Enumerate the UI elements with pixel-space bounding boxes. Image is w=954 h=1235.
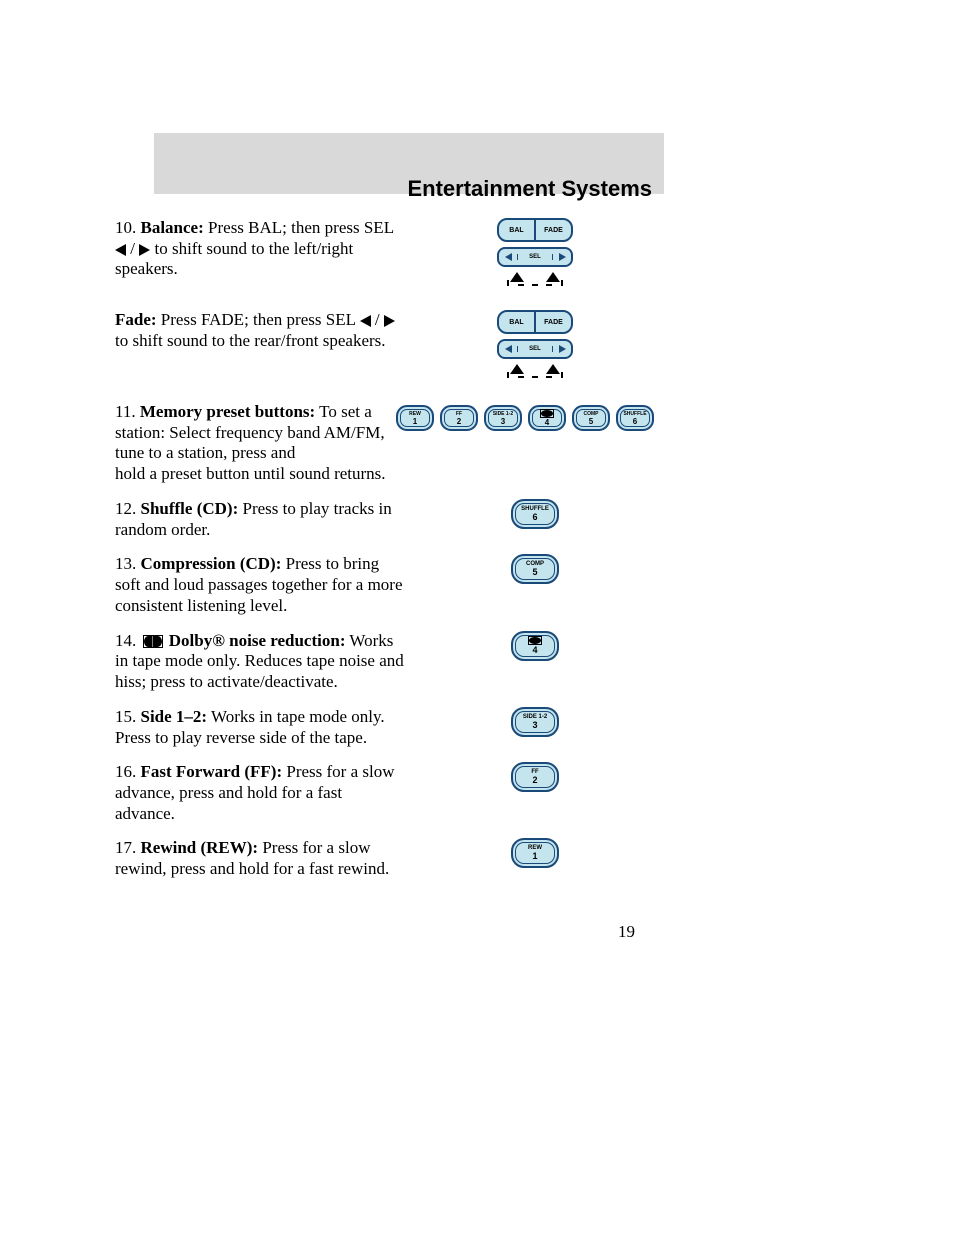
item-memory-preset: 11. Memory preset buttons: To set a stat… bbox=[115, 402, 665, 464]
preset-num: 3 bbox=[501, 417, 505, 426]
item-text: / bbox=[126, 239, 139, 258]
item-ff: 16. Fast Forward (FF): Press for a slow … bbox=[115, 762, 665, 824]
bal-half: BAL bbox=[499, 220, 536, 240]
preset-btn-2: FF2 bbox=[440, 405, 478, 431]
fade-half: FADE bbox=[536, 220, 571, 240]
item-label: Memory preset buttons: bbox=[140, 402, 315, 421]
item-fade-text: Fade: Press FADE; then press SEL / to sh… bbox=[115, 310, 405, 351]
preset-btn-1: REW1 bbox=[396, 405, 434, 431]
preset-btn-6: SHUFFLE6 bbox=[616, 405, 654, 431]
item-text: to shift sound to the rear/front speaker… bbox=[115, 331, 386, 350]
item-label: Fast Forward (FF): bbox=[141, 762, 283, 781]
sel-right-icon bbox=[559, 253, 566, 261]
item-text: hold a preset button until sound returns… bbox=[115, 464, 665, 485]
preset-buttons-row: REW1 FF2 SIDE 1-23 4 COMP5 SHUFFLE6 bbox=[396, 405, 654, 431]
item-side12-text: 15. Side 1–2: Works in tape mode only. P… bbox=[115, 707, 405, 748]
item-text: to shift sound to the left/right speaker… bbox=[115, 239, 353, 279]
rew-button: REW1 bbox=[511, 838, 559, 868]
left-arrow-icon bbox=[360, 315, 371, 327]
btn-num: 3 bbox=[532, 720, 537, 730]
up-arrow-icon bbox=[546, 272, 560, 282]
right-arrow-icon bbox=[139, 244, 150, 256]
dolby-icon bbox=[143, 635, 163, 648]
item-label: Rewind (REW): bbox=[141, 838, 259, 857]
preset-num: 1 bbox=[413, 417, 417, 426]
item-side12: 15. Side 1–2: Works in tape mode only. P… bbox=[115, 707, 665, 748]
ff-button: FF2 bbox=[511, 762, 559, 792]
shuffle-button: SHUFFLE6 bbox=[511, 499, 559, 529]
item-number: 10. bbox=[115, 218, 141, 237]
sel-left-icon bbox=[505, 253, 512, 261]
btn-num: 6 bbox=[532, 512, 537, 522]
btn-num: 4 bbox=[532, 645, 537, 655]
item-label: Fade: bbox=[115, 310, 157, 329]
item-fade: Fade: Press FADE; then press SEL / to sh… bbox=[115, 310, 665, 378]
item-number: 13. bbox=[115, 554, 141, 573]
item-compression-text: 13. Compression (CD): Press to bring sof… bbox=[115, 554, 405, 616]
item-label: Side 1–2: bbox=[141, 707, 208, 726]
btn-num: 1 bbox=[532, 851, 537, 861]
sel-button: SEL bbox=[497, 339, 573, 359]
sel-label: SEL bbox=[517, 346, 553, 352]
item-text: Press FADE; then press SEL bbox=[157, 310, 360, 329]
item-text: Press BAL; then press SEL bbox=[204, 218, 394, 237]
dolby-button: 4 bbox=[511, 631, 559, 661]
item-shuffle-text: 12. Shuffle (CD): Press to play tracks i… bbox=[115, 499, 405, 540]
preset-num: 2 bbox=[457, 417, 461, 426]
bal-fade-sel-diagram: BAL FADE SEL bbox=[495, 310, 575, 378]
item-memory-preset-text: 11. Memory preset buttons: To set a stat… bbox=[115, 402, 395, 464]
item-memory-preset-cont: hold a preset button until sound returns… bbox=[115, 464, 665, 485]
item-number: 11. bbox=[115, 402, 140, 421]
sel-label: SEL bbox=[517, 254, 553, 260]
item-number: 16. bbox=[115, 762, 141, 781]
preset-btn-5: COMP5 bbox=[572, 405, 610, 431]
btn-num: 5 bbox=[532, 567, 537, 577]
preset-num: 5 bbox=[589, 417, 593, 426]
page-number: 19 bbox=[115, 922, 635, 942]
content-column: 10. Balance: Press BAL; then press SEL /… bbox=[115, 218, 665, 894]
side-button: SIDE 1-23 bbox=[511, 707, 559, 737]
up-arrow-icon bbox=[546, 364, 560, 374]
item-dolby: 14. Dolby® noise reduction: Works in tap… bbox=[115, 631, 665, 693]
item-number: 15. bbox=[115, 707, 141, 726]
bal-fade-button: BAL FADE bbox=[497, 218, 573, 242]
up-arrow-icon bbox=[510, 364, 524, 374]
left-arrow-icon bbox=[115, 244, 126, 256]
fade-half: FADE bbox=[536, 312, 571, 332]
item-number: 12. bbox=[115, 499, 141, 518]
item-dolby-text: 14. Dolby® noise reduction: Works in tap… bbox=[115, 631, 405, 693]
item-balance: 10. Balance: Press BAL; then press SEL /… bbox=[115, 218, 665, 286]
bal-half: BAL bbox=[499, 312, 536, 332]
up-arrow-icon bbox=[510, 272, 524, 282]
btn-num: 2 bbox=[532, 775, 537, 785]
bal-fade-button: BAL FADE bbox=[497, 310, 573, 334]
item-ff-text: 16. Fast Forward (FF): Press for a slow … bbox=[115, 762, 405, 824]
comp-button: COMP5 bbox=[511, 554, 559, 584]
item-label: Dolby® noise reduction: bbox=[165, 631, 346, 650]
item-label: Balance: bbox=[141, 218, 204, 237]
item-label: Shuffle (CD): bbox=[141, 499, 239, 518]
bal-fade-sel-diagram: BAL FADE SEL bbox=[495, 218, 575, 286]
sel-left-icon bbox=[505, 345, 512, 353]
item-label: Compression (CD): bbox=[141, 554, 282, 573]
preset-btn-3: SIDE 1-23 bbox=[484, 405, 522, 431]
sel-button: SEL bbox=[497, 247, 573, 267]
item-balance-text: 10. Balance: Press BAL; then press SEL /… bbox=[115, 218, 405, 280]
item-rew-text: 17. Rewind (REW): Press for a slow rewin… bbox=[115, 838, 405, 879]
preset-num: 6 bbox=[633, 417, 637, 426]
preset-btn-4: 4 bbox=[528, 405, 566, 431]
right-arrow-icon bbox=[384, 315, 395, 327]
dolby-icon bbox=[540, 409, 554, 418]
item-rew: 17. Rewind (REW): Press for a slow rewin… bbox=[115, 838, 665, 879]
page-header-title: Entertainment Systems bbox=[154, 176, 664, 202]
sel-right-icon bbox=[559, 345, 566, 353]
item-text: / bbox=[371, 310, 384, 329]
item-number: 14. bbox=[115, 631, 141, 650]
preset-num: 4 bbox=[545, 418, 549, 427]
dolby-icon bbox=[528, 636, 542, 645]
item-compression: 13. Compression (CD): Press to bring sof… bbox=[115, 554, 665, 616]
item-number: 17. bbox=[115, 838, 141, 857]
item-shuffle: 12. Shuffle (CD): Press to play tracks i… bbox=[115, 499, 665, 540]
